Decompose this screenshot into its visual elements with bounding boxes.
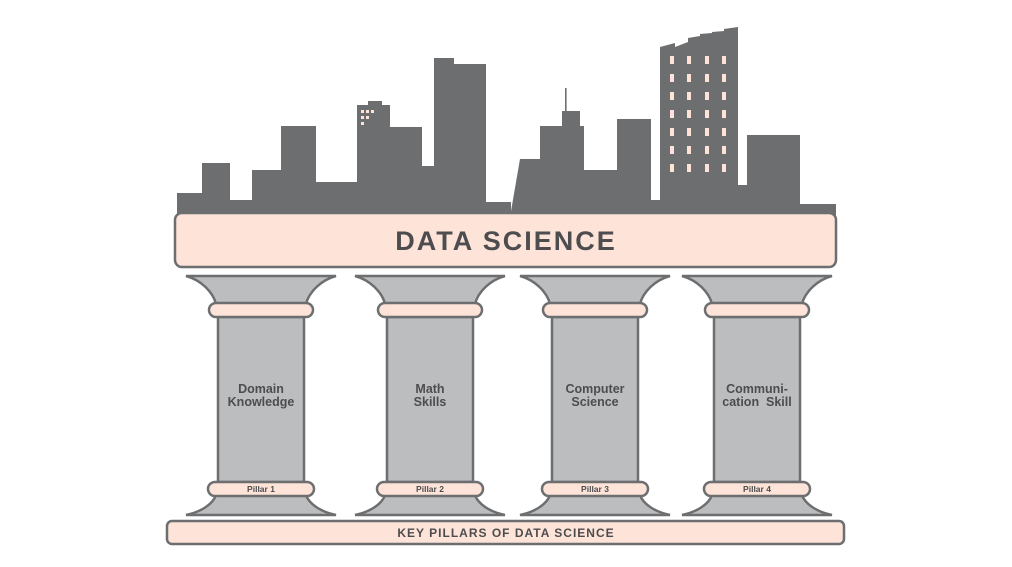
pillar-bottom-band	[540, 480, 650, 498]
pillar-capital	[354, 274, 506, 306]
pillar-tag: Pillar 4	[743, 484, 771, 494]
window	[705, 110, 709, 118]
window	[722, 56, 726, 64]
window	[670, 128, 674, 136]
pillar-capital	[519, 274, 671, 306]
pillar-top-band	[376, 301, 484, 319]
building-windows	[670, 56, 726, 172]
window	[722, 74, 726, 82]
window	[687, 164, 691, 172]
pillar-base	[354, 493, 506, 517]
pillar-shaft	[216, 315, 306, 484]
window	[705, 164, 709, 172]
base-label: KEY PILLARS OF DATA SCIENCE	[397, 526, 614, 540]
window	[722, 146, 726, 154]
pillar-tag: Pillar 2	[416, 484, 444, 494]
window	[670, 146, 674, 154]
window	[670, 110, 674, 118]
pillar-4: Communi-cation Skill Pillar 4	[681, 274, 833, 517]
window	[670, 56, 674, 64]
pillar-tag: Pillar 1	[247, 484, 275, 494]
pillar-bottom-band	[206, 480, 316, 498]
window	[705, 74, 709, 82]
diagram-title: DATA SCIENCE	[395, 226, 617, 256]
window	[687, 56, 691, 64]
window	[687, 128, 691, 136]
window	[722, 110, 726, 118]
pillar-top-band	[541, 301, 649, 319]
window	[722, 92, 726, 100]
window	[670, 74, 674, 82]
pillar-top-band	[207, 301, 315, 319]
pillar-label: Domain	[238, 382, 284, 396]
pillar-base	[681, 493, 833, 517]
pillar-capital	[185, 274, 337, 306]
window	[705, 56, 709, 64]
window	[687, 110, 691, 118]
window	[670, 92, 674, 100]
base-slab	[165, 519, 846, 546]
window	[705, 128, 709, 136]
city-skyline	[177, 27, 836, 217]
title-slab	[173, 211, 838, 269]
pillar-tag: Pillar 3	[581, 484, 609, 494]
window	[705, 146, 709, 154]
window	[687, 74, 691, 82]
window	[687, 146, 691, 154]
pillar-top-band	[703, 301, 811, 319]
window	[687, 92, 691, 100]
pillar-label: Computer	[565, 382, 624, 396]
pillar-label: Knowledge	[228, 395, 295, 409]
pillar-label: cation Skill	[722, 395, 791, 409]
pillar-capital	[681, 274, 833, 306]
pillar-label: Math	[415, 382, 444, 396]
window	[722, 164, 726, 172]
window	[670, 164, 674, 172]
window	[705, 92, 709, 100]
pillar-bottom-band	[702, 480, 812, 498]
pillar-base	[185, 493, 337, 517]
pillar-base	[519, 493, 671, 517]
window	[722, 128, 726, 136]
pillar-shaft	[712, 315, 802, 484]
pillar-bottom-band	[375, 480, 485, 498]
small-building-windows	[361, 110, 374, 125]
pillar-label: Science	[571, 395, 618, 409]
pillar-label: Skills	[414, 395, 447, 409]
pillar-label: Communi-	[726, 382, 788, 396]
